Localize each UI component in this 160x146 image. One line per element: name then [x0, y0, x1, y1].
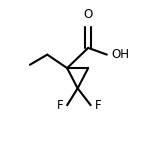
- Text: O: O: [84, 8, 93, 21]
- Text: OH: OH: [112, 48, 130, 61]
- Text: F: F: [94, 99, 101, 112]
- Text: F: F: [57, 99, 63, 112]
